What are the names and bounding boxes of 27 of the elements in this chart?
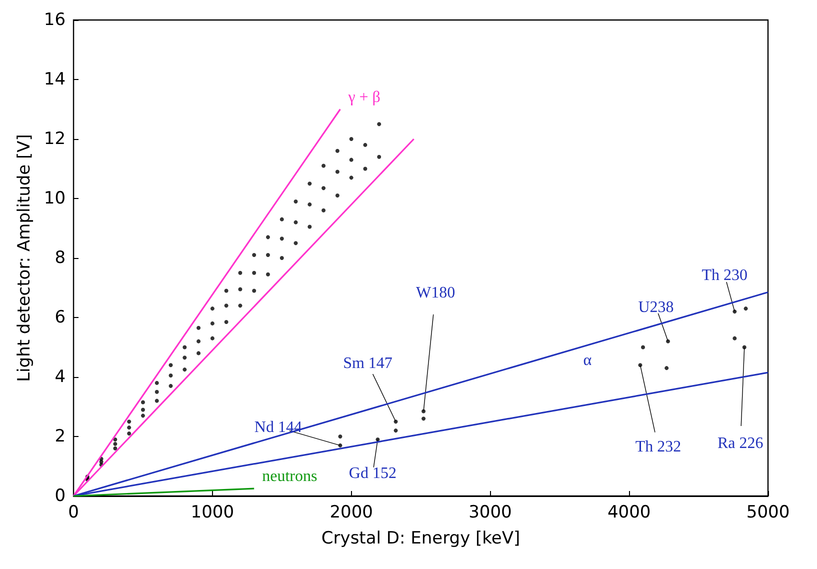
annotation: α <box>583 352 592 370</box>
annotation: W180 <box>416 284 456 302</box>
y-axis-title: Light detector: Amplitude [V] <box>14 134 34 382</box>
y-tick-label: 14 <box>44 70 66 90</box>
x-tick-label: 5000 <box>746 502 790 522</box>
x-tick-label: 1000 <box>190 502 234 522</box>
y-tick-label: 8 <box>54 248 66 268</box>
annotation: Sm 147 <box>343 355 392 372</box>
annotation: Gd 152 <box>348 464 396 482</box>
y-tick-label: 0 <box>54 486 66 506</box>
series-label: neutrons <box>262 468 318 486</box>
y-tick-label: 2 <box>54 426 66 446</box>
x-tick-label: 3000 <box>468 502 512 522</box>
y-tick-label: 16 <box>44 10 66 30</box>
y-tick-label: 4 <box>54 367 66 387</box>
y-tick-label: 6 <box>54 308 66 328</box>
x-tick-label: 0 <box>68 502 79 522</box>
series-label: γ + β <box>347 88 380 106</box>
y-tick-label: 10 <box>44 188 66 208</box>
annotation: Ra 226 <box>717 434 764 452</box>
y-tick-label: 12 <box>44 129 66 149</box>
annotation: Th 230 <box>702 267 748 284</box>
annotation: Th 232 <box>635 438 682 456</box>
x-tick-label: 2000 <box>330 502 373 522</box>
x-tick-label: 4000 <box>607 502 651 522</box>
x-axis-title: Crystal D: Energy [keV] <box>321 528 520 548</box>
annotation: U238 <box>638 298 674 316</box>
